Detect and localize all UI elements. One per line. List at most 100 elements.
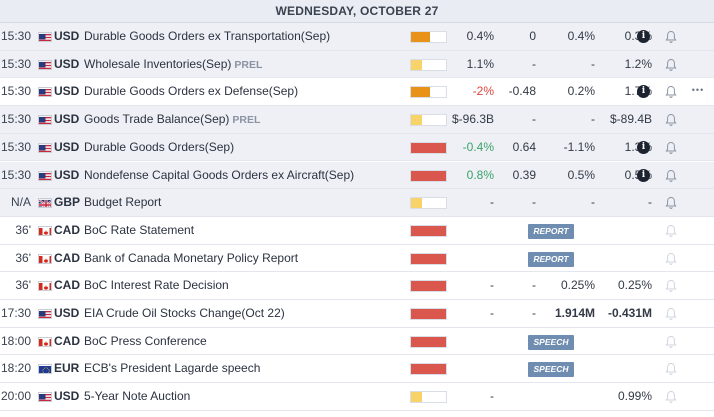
flag-eu-icon bbox=[38, 364, 52, 375]
event-name-link[interactable]: Nondefense Capital Goods Orders ex Aircr… bbox=[84, 162, 354, 189]
more-options-icon[interactable]: ••• bbox=[691, 85, 705, 96]
impact-indicator bbox=[410, 224, 447, 237]
bell-icon[interactable] bbox=[664, 390, 678, 404]
event-name-link[interactable]: Durable Goods Orders ex Defense(Sep) bbox=[84, 78, 298, 105]
info-icon[interactable]: i bbox=[637, 140, 650, 154]
report-button[interactable]: REPORT bbox=[528, 251, 574, 267]
event-row[interactable]: 15:30 USD Durable Goods Orders(Sep) -0.4% 0.… bbox=[0, 133, 714, 162]
event-time: 15:30 bbox=[0, 29, 31, 43]
bell-icon[interactable] bbox=[664, 141, 678, 155]
info-icon[interactable]: i bbox=[637, 168, 650, 182]
event-row[interactable]: 15:30 USD Durable Goods Orders ex Transpor… bbox=[0, 23, 714, 51]
event-name-link[interactable]: Budget Report bbox=[84, 189, 161, 216]
event-currency: USD bbox=[54, 139, 80, 154]
event-name-link[interactable]: Wholesale Inventories(Sep) PREL bbox=[84, 51, 262, 78]
info-icon[interactable]: i bbox=[637, 85, 650, 99]
deviation-value: - bbox=[532, 112, 536, 127]
event-row[interactable]: 20:00 USD 5-Year Note Auction - 0.99% bbox=[0, 383, 714, 411]
consensus-value: - bbox=[591, 112, 595, 127]
event-time: 15:30 bbox=[0, 56, 31, 71]
bell-icon[interactable] bbox=[664, 252, 678, 266]
bell-icon[interactable] bbox=[664, 85, 678, 99]
impact-indicator bbox=[410, 141, 447, 154]
event-name: EIA Crude Oil Stocks Change(Oct 22) bbox=[84, 306, 285, 320]
event-name-link[interactable]: Durable Goods Orders ex Transportation(S… bbox=[84, 23, 330, 50]
deviation-value: - bbox=[532, 195, 536, 210]
event-time: 17:30 bbox=[0, 306, 31, 320]
event-name: ECB's President Lagarde speech bbox=[84, 361, 261, 376]
event-name: Durable Goods Orders ex Defense(Sep) bbox=[84, 84, 299, 99]
event-row[interactable]: 15:30 USD Nondefense Capital Goods Orders … bbox=[0, 161, 714, 190]
event-name-link[interactable]: Goods Trade Balance(Sep) PREL bbox=[84, 106, 260, 133]
consensus-value: - bbox=[591, 56, 595, 71]
event-row[interactable]: 15:30 USD Goods Trade Balance(Sep) PREL $-96… bbox=[0, 106, 714, 134]
bell-icon[interactable] bbox=[664, 30, 678, 44]
speech-button[interactable]: SPEECH bbox=[528, 334, 574, 350]
event-currency: CAD bbox=[54, 278, 80, 293]
event-row[interactable]: 18:20 EUR ECB's President Lagarde speech SP… bbox=[0, 355, 714, 384]
event-name: Goods Trade Balance(Sep) bbox=[84, 112, 230, 127]
previous-value: - bbox=[648, 195, 652, 210]
event-row[interactable]: 36' CAD BoC Rate Statement REPORT bbox=[0, 216, 714, 245]
event-time: 18:20 bbox=[0, 361, 31, 376]
previous-value: 0.25% bbox=[617, 278, 652, 293]
actual-value: $-96.3B bbox=[451, 112, 494, 127]
event-row[interactable]: 18:00 CAD BoC Press Conference SPEECH bbox=[0, 327, 714, 356]
event-name: Durable Goods Orders(Sep) bbox=[84, 139, 235, 154]
event-currency: CAD bbox=[54, 250, 80, 265]
event-time: 15:30 bbox=[0, 139, 31, 154]
previous-value: 1.2% bbox=[624, 56, 652, 71]
report-button[interactable]: REPORT bbox=[528, 223, 574, 239]
bell-icon[interactable] bbox=[664, 196, 678, 210]
event-row[interactable]: N/A GBP Budget Report - - - - bbox=[0, 189, 714, 217]
event-name-link[interactable]: BoC Rate Statement bbox=[84, 217, 194, 244]
event-time: 15:30 bbox=[0, 167, 31, 182]
event-currency: USD bbox=[54, 112, 80, 127]
impact-indicator bbox=[410, 169, 447, 182]
event-row[interactable]: 36' CAD Bank of Canada Monetary Policy Rep… bbox=[0, 244, 714, 273]
event-time: N/A bbox=[10, 195, 31, 210]
flag-us-icon bbox=[38, 170, 52, 181]
event-name-link[interactable]: BoC Press Conference bbox=[84, 328, 207, 355]
bell-icon[interactable] bbox=[664, 58, 678, 72]
flag-ca-icon bbox=[38, 281, 52, 292]
bell-icon[interactable] bbox=[664, 224, 678, 238]
bell-icon[interactable] bbox=[664, 307, 678, 321]
info-icon[interactable]: i bbox=[637, 30, 650, 43]
event-name-link[interactable]: BoC Interest Rate Decision bbox=[84, 272, 229, 299]
bell-icon[interactable] bbox=[664, 113, 678, 127]
deviation-value: - bbox=[532, 278, 536, 293]
event-row[interactable]: 17:30 USD EIA Crude Oil Stocks Change(Oct … bbox=[0, 300, 714, 328]
event-name: 5-Year Note Auction bbox=[84, 389, 191, 404]
event-currency: CAD bbox=[54, 333, 80, 348]
event-name-link[interactable]: ECB's President Lagarde speech bbox=[84, 355, 260, 382]
flag-ca-icon bbox=[38, 253, 52, 264]
event-row[interactable]: 15:30 USD Wholesale Inventories(Sep) PREL 1.… bbox=[0, 50, 714, 79]
event-name-link[interactable]: Durable Goods Orders(Sep) bbox=[84, 134, 234, 161]
event-currency: USD bbox=[54, 389, 80, 404]
impact-indicator bbox=[410, 391, 447, 404]
consensus-value: 0.25% bbox=[560, 278, 595, 293]
bell-icon[interactable] bbox=[664, 169, 678, 183]
consensus-value: -1.1% bbox=[563, 139, 595, 154]
event-name-link[interactable]: 5-Year Note Auction bbox=[84, 383, 190, 410]
impact-indicator bbox=[410, 58, 447, 71]
event-time: 36' bbox=[15, 222, 31, 237]
actual-value: - bbox=[490, 306, 494, 320]
consensus-value: - bbox=[591, 195, 595, 210]
event-name-link[interactable]: EIA Crude Oil Stocks Change(Oct 22) bbox=[84, 300, 285, 327]
event-currency: EUR bbox=[54, 361, 80, 376]
deviation-value bbox=[496, 383, 536, 410]
flag-us-icon bbox=[38, 32, 52, 42]
impact-indicator bbox=[410, 335, 447, 348]
event-row[interactable]: 15:30 USD Durable Goods Orders ex Defense(… bbox=[0, 78, 714, 107]
speech-button[interactable]: SPEECH bbox=[528, 362, 574, 378]
bell-icon[interactable] bbox=[664, 362, 678, 376]
flag-gb-icon bbox=[38, 198, 52, 209]
bell-icon[interactable] bbox=[664, 279, 678, 293]
event-name-link[interactable]: Bank of Canada Monetary Policy Report bbox=[84, 245, 298, 272]
event-row[interactable]: 36' CAD BoC Interest Rate Decision - - 0.25% 0… bbox=[0, 272, 714, 300]
consensus-value bbox=[538, 383, 595, 410]
bell-icon[interactable] bbox=[664, 335, 678, 349]
consensus-value: 0.2% bbox=[567, 84, 595, 99]
